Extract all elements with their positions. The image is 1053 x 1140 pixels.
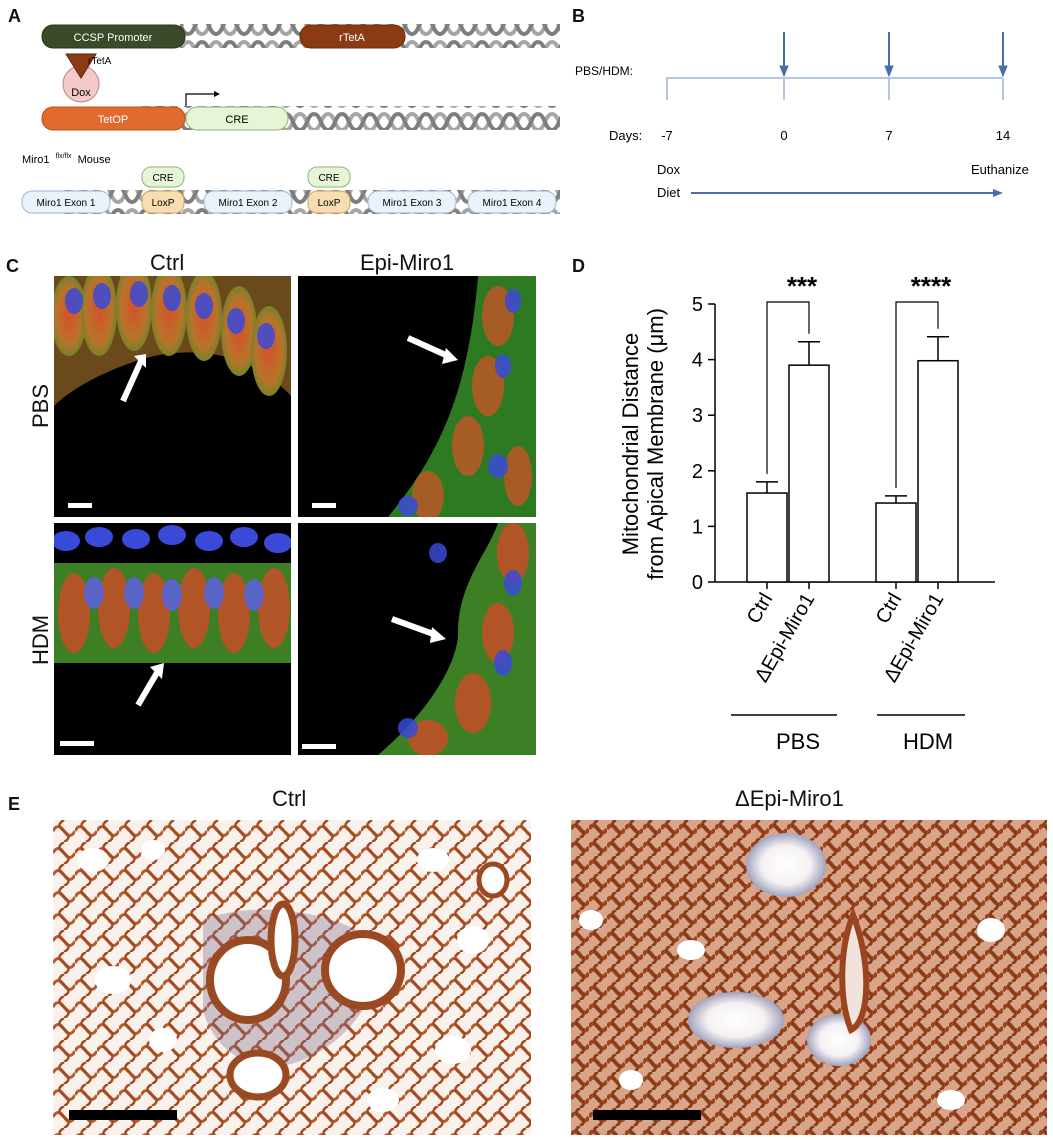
dox-diet-label-2: Diet	[657, 185, 681, 200]
tetop-block	[41, 106, 186, 131]
timeline-line	[666, 77, 1003, 100]
rteta-protein-label: rTetA	[88, 56, 112, 67]
day-tick-1: -7	[661, 128, 673, 143]
day-tick-4: 14	[996, 128, 1010, 143]
panel-b-timeline: PBS/HDM: Days: -7 0 7 14 Dox Diet Euthan…	[575, 32, 1029, 200]
panel-letter-e: E	[8, 794, 21, 814]
y-tick-label: 4	[692, 350, 703, 372]
treatment-label: PBS/HDM:	[575, 64, 633, 78]
dox-diet-label-1: Dox	[657, 162, 681, 177]
bar	[875, 502, 917, 583]
rteta-gene-label: rTetA	[339, 32, 365, 44]
exon1-label: Miro1 Exon 1	[37, 198, 96, 209]
x-tick-label: Ctrl	[743, 590, 778, 628]
significance	[766, 301, 939, 488]
micrograph-epi-hdm	[298, 523, 536, 755]
y-axis-title-line2: from Apical Membrane (μm)	[643, 308, 668, 580]
panel-e-title-ctrl: Ctrl	[272, 786, 307, 811]
y-axis-title-line1: Mitochondrial Distance	[618, 333, 643, 556]
histology-ctrl	[53, 820, 531, 1135]
exon3-label: Miro1 Exon 3	[383, 198, 442, 209]
loxp1-block	[141, 190, 185, 214]
exon4-label: Miro1 Exon 4	[483, 198, 542, 209]
exon2-block	[203, 190, 293, 214]
scale-bar	[60, 741, 94, 746]
ccsp-promoter-block	[41, 24, 186, 49]
y-tick-label: 5	[692, 294, 703, 316]
scale-bar	[68, 503, 92, 508]
loxp2-label: LoxP	[318, 198, 341, 209]
transcription-start-arrow	[185, 93, 214, 106]
sig-marker-2: ****	[911, 271, 952, 301]
panel-a-construct-diagram: CCSP Promoter rTetA rTetA Dox TetOP CRE …	[21, 24, 560, 214]
loxp2-block	[307, 190, 351, 214]
bars	[746, 336, 959, 583]
micrograph-ctrl-hdm	[54, 523, 291, 755]
days-label: Days:	[609, 128, 642, 143]
panel-c-row-pbs: PBS	[28, 383, 53, 428]
rteta-protein-icon	[65, 53, 97, 79]
cre-top-block-1	[141, 166, 185, 188]
transcription-arrowhead	[214, 91, 220, 97]
exon4-block	[467, 190, 557, 214]
significance-bracket	[766, 301, 810, 474]
group-label-hdm: HDM	[903, 729, 953, 754]
diet-arrowhead	[993, 189, 1003, 197]
y-tick-label: 0	[692, 572, 703, 594]
loxp1-label: LoxP	[152, 198, 175, 209]
y-tick-label: 1	[692, 516, 703, 538]
exon1-block	[21, 190, 111, 214]
ccsp-promoter-label: CCSP Promoter	[74, 32, 153, 44]
cre-label: CRE	[225, 114, 248, 126]
panel-e-title-epi: ΔEpi-Miro1	[735, 786, 844, 811]
dox-label: Dox	[71, 87, 91, 99]
bar	[788, 364, 830, 583]
sig-marker-1: ***	[787, 271, 818, 301]
day-tick-2: 0	[780, 128, 787, 143]
significance-bracket	[895, 301, 939, 488]
mouse-label: Miro1 flx/flx Mouse	[22, 149, 111, 166]
panel-letter-c: C	[6, 256, 19, 276]
day-tick-3: 7	[885, 128, 892, 143]
cre-top-label-1: CRE	[152, 173, 173, 184]
scale-bar	[302, 744, 336, 749]
cre-top-block-2	[307, 166, 351, 188]
y-tick-label: 3	[692, 405, 703, 427]
panel-c-col-ctrl: Ctrl	[150, 250, 185, 275]
tetop-label: TetOP	[98, 114, 129, 126]
histology-epi	[571, 820, 1047, 1135]
group-label-pbs: PBS	[776, 729, 820, 754]
panel-c-col-epi: Epi-Miro1	[360, 250, 455, 275]
x-tick-label: Ctrl	[872, 590, 907, 628]
rteta-gene-block	[299, 24, 406, 49]
scale-bar	[312, 503, 336, 508]
euthanize-label: Euthanize	[971, 162, 1029, 177]
bar	[746, 492, 788, 583]
bar	[917, 359, 959, 583]
panel-c-row-hdm: HDM	[28, 614, 53, 665]
panel-letter-b: B	[572, 6, 585, 26]
cre-top-label-2: CRE	[318, 173, 339, 184]
micrograph-epi-pbs	[298, 276, 536, 517]
scale-bar	[593, 1110, 701, 1120]
scale-bar	[69, 1110, 177, 1120]
cre-block	[185, 106, 289, 131]
panel-letter-a: A	[8, 6, 21, 26]
panel-letter-d: D	[572, 256, 585, 276]
exon3-block	[367, 190, 457, 214]
panel-d-bar-chart: Mitochondrial Distance from Apical Membr…	[618, 271, 995, 754]
treatment-arrows	[779, 32, 1008, 78]
y-tick-label: 2	[692, 461, 703, 483]
exon2-label: Miro1 Exon 2	[219, 198, 278, 209]
micrograph-ctrl-pbs	[54, 276, 291, 517]
